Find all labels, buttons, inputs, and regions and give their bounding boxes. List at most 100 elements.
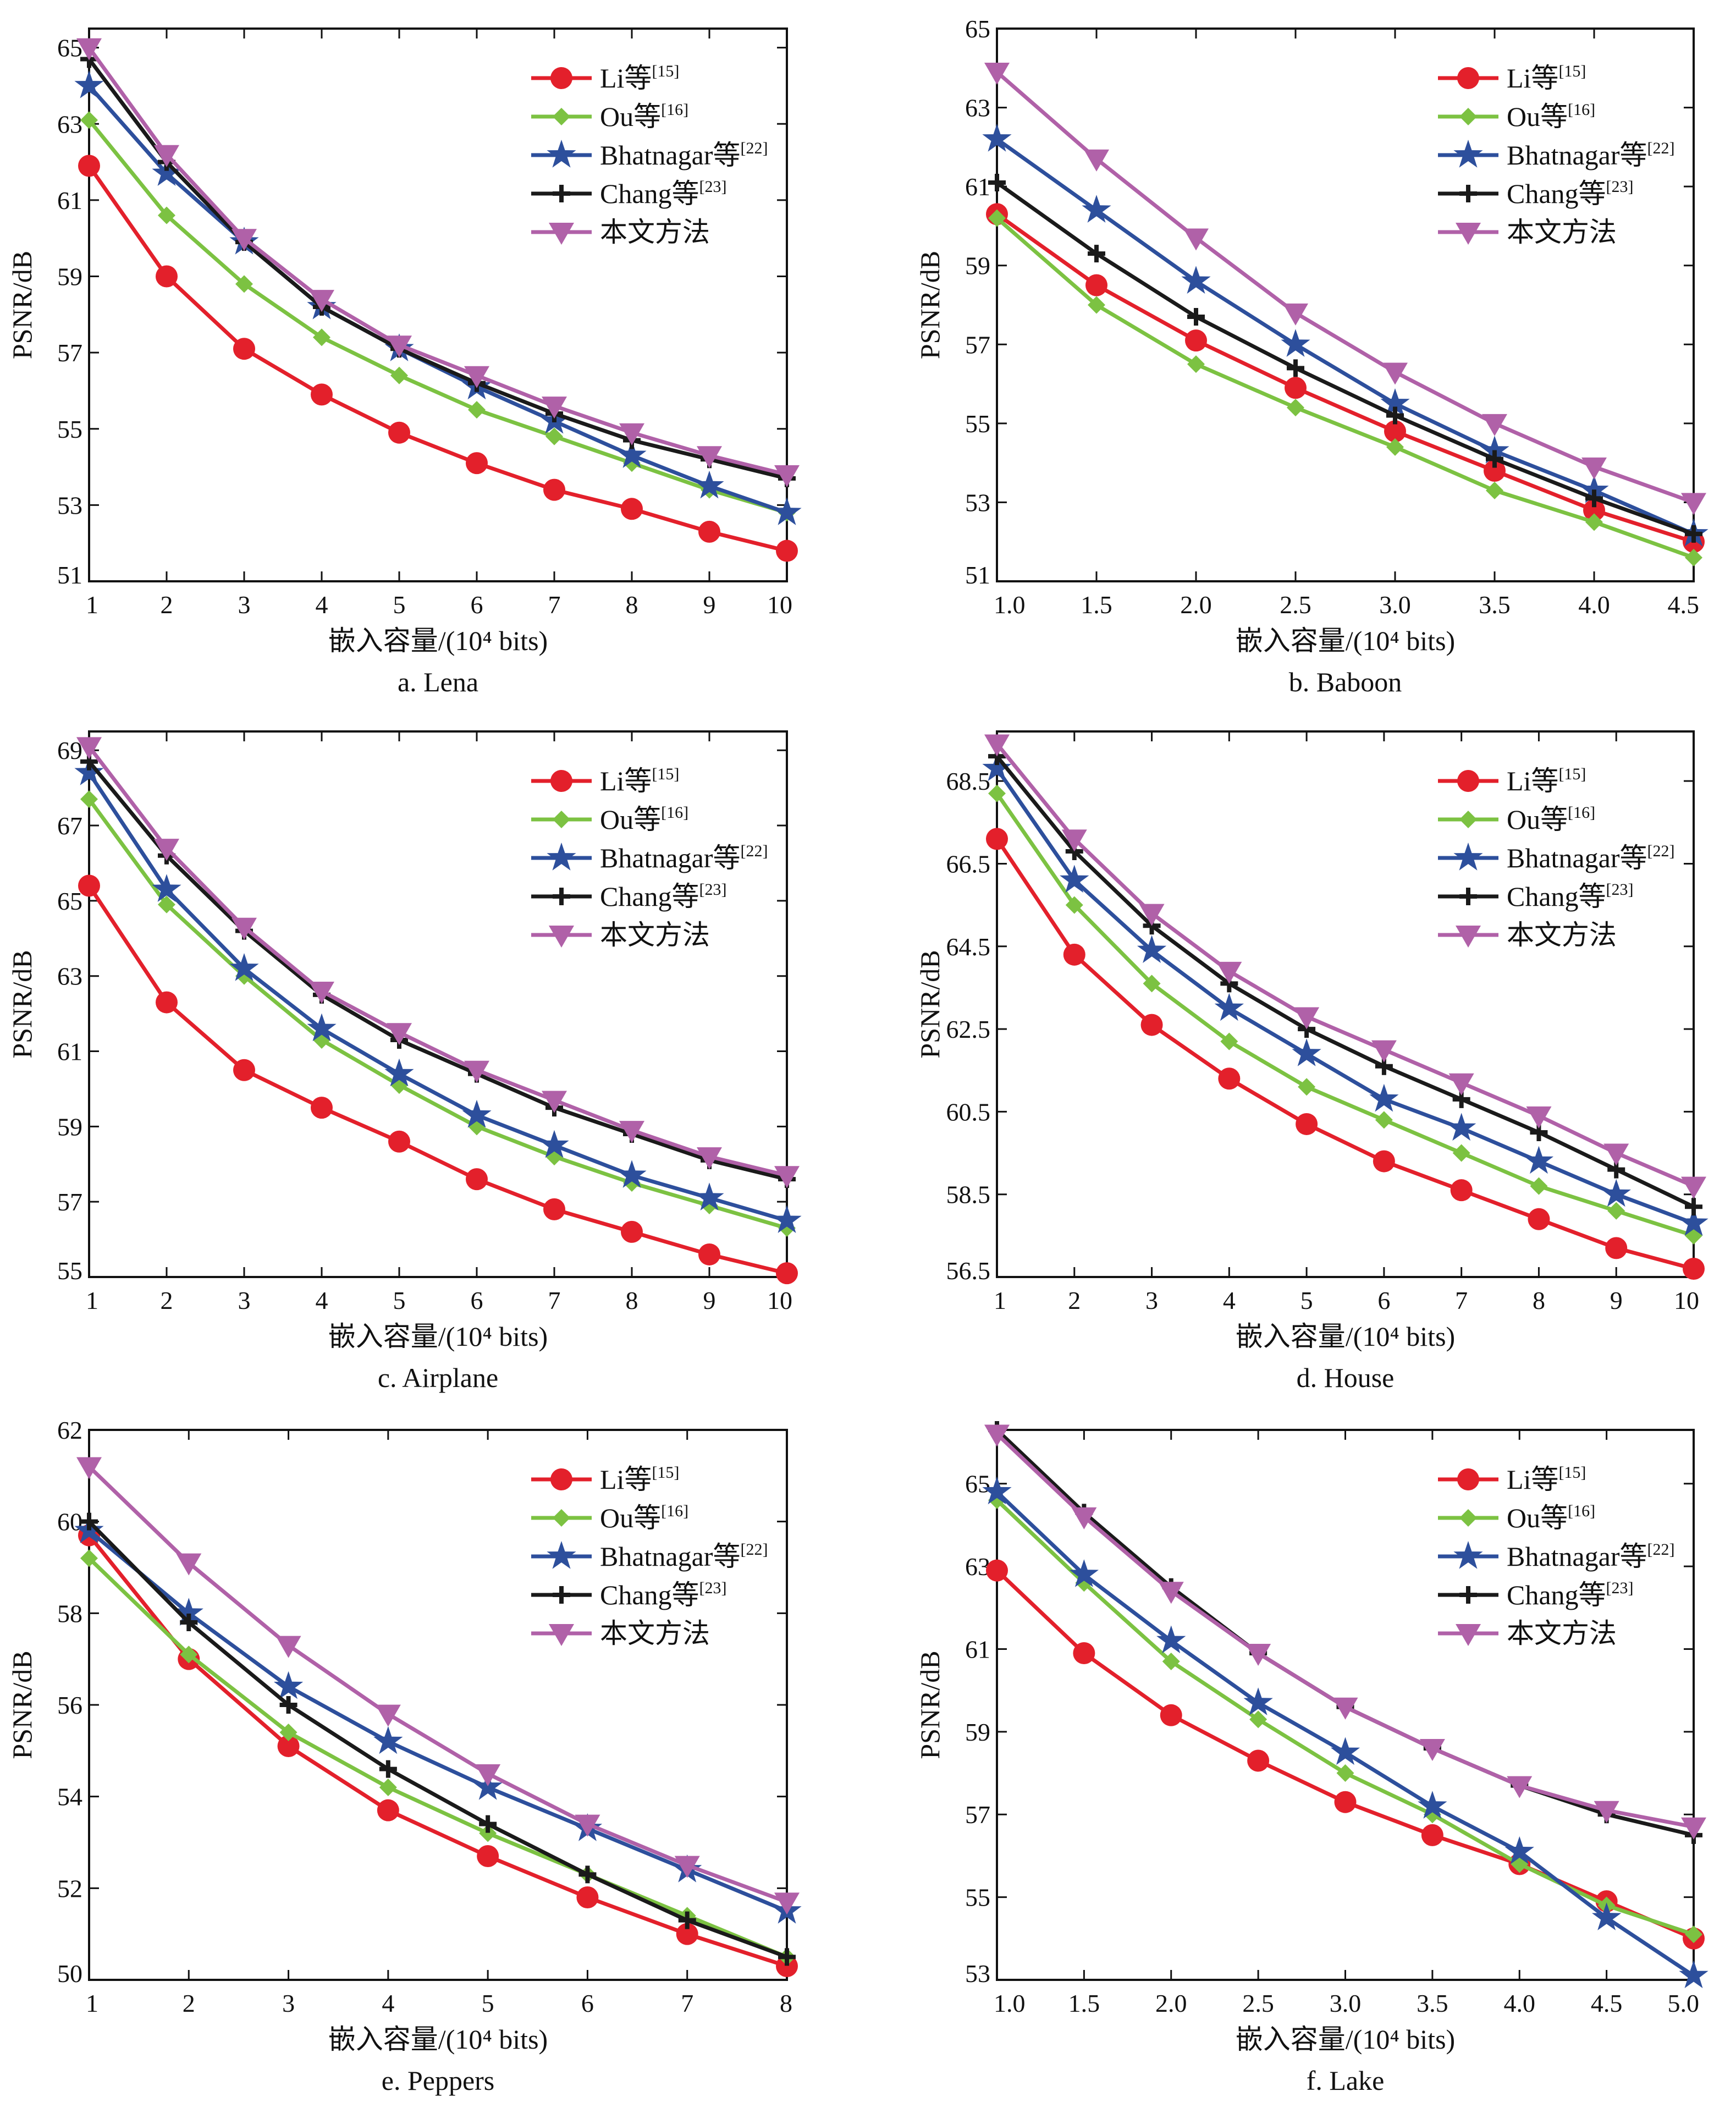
data-point (1283, 303, 1308, 326)
y-tick-label: 56 (57, 1691, 82, 1719)
data-point (279, 1724, 297, 1741)
data-point (1594, 1801, 1619, 1823)
legend-label: Li等[15] (1507, 62, 1586, 93)
data-point (1585, 513, 1603, 531)
data-point (384, 1058, 414, 1087)
y-tick-label: 68.5 (946, 767, 991, 795)
x-tick-label: 1.0 (994, 1989, 1026, 2017)
data-point (273, 1671, 304, 1699)
legend-marker (1453, 843, 1483, 871)
legend-marker (550, 770, 572, 792)
legend-label: Bhatnagar等[22] (1507, 139, 1674, 170)
legend-marker (1457, 67, 1479, 89)
x-tick-label: 6 (1377, 1286, 1390, 1314)
series-bhatnagar (982, 1476, 1709, 1989)
data-point (1185, 329, 1207, 352)
legend-label: Ou等[16] (1507, 1502, 1595, 1533)
y-tick-label: 58 (57, 1599, 82, 1627)
legend: Li等[15] Ou等[16] Bhatnagar等[22] Chang等[23] 本文… (1438, 765, 1674, 950)
data-point (1679, 1208, 1709, 1236)
data-point (1683, 1257, 1705, 1280)
data-point (176, 1553, 202, 1576)
data-point (377, 1799, 399, 1821)
data-point (697, 446, 722, 469)
series-ou (988, 784, 1702, 1245)
legend-marker (553, 108, 570, 125)
data-point (388, 421, 410, 444)
series-line (87, 745, 787, 1177)
legend-item: Li等[15] (1438, 1463, 1586, 1495)
data-point (617, 440, 647, 468)
legend-item: 本文方法 (1438, 920, 1617, 950)
y-tick-label: 63 (57, 110, 82, 138)
legend-item: Ou等[16] (531, 1502, 688, 1533)
data-point (1375, 1111, 1393, 1129)
x-tick-label: 2.0 (1180, 591, 1212, 619)
y-tick-label: 55 (965, 410, 990, 438)
series-ours (984, 62, 1706, 515)
y-tick-label: 66.5 (946, 850, 991, 878)
series-line (87, 1529, 788, 1913)
y-axis-label: PSNR/dB (914, 251, 945, 359)
chart-panel-3: 1 2 3 4 5 6 7 8 9 10 56.5 58.5 60.5 62.5 64.5 66.5 68.5 嵌… (914, 730, 1709, 1393)
legend-marker (1456, 223, 1481, 245)
data-point (1526, 1106, 1552, 1129)
legend-marker (549, 1624, 574, 1646)
legend-label: 本文方法 (1507, 920, 1617, 950)
legend: Li等[15] Ou等[16] Bhatnagar等[22] Chang等[23] 本文… (531, 62, 768, 247)
data-point (468, 401, 486, 419)
data-point (695, 470, 724, 499)
data-point (1450, 1179, 1473, 1202)
data-point (988, 209, 1006, 227)
data-point (1482, 414, 1507, 436)
data-point (576, 1886, 599, 1908)
y-tick-label: 53 (965, 1960, 990, 1988)
legend-item: Li等[15] (1438, 62, 1586, 93)
x-tick-label: 2 (161, 1286, 173, 1314)
legend-label: Ou等[16] (600, 1502, 688, 1533)
data-point (617, 1160, 647, 1188)
data-point (74, 757, 104, 785)
data-point (1336, 1764, 1354, 1782)
legend-label: 本文方法 (600, 920, 710, 950)
legend-item: Li等[15] (531, 62, 679, 93)
series-line (87, 798, 787, 1230)
data-point (174, 1598, 203, 1626)
series-ours (76, 737, 800, 1188)
legend-marker (1459, 185, 1477, 202)
legend-marker (1456, 926, 1481, 948)
panel-caption: b. Baboon (1289, 667, 1402, 697)
legend-label: Chang等[23] (600, 880, 727, 912)
series-line (87, 1520, 788, 1959)
legend-label: Chang等[23] (600, 1579, 727, 1610)
legend-ref: [15] (1558, 62, 1586, 80)
data-point (388, 1130, 410, 1153)
y-axis-label: PSNR/dB (914, 950, 945, 1058)
data-point (542, 397, 567, 419)
data-point (545, 427, 563, 445)
data-point (1247, 1749, 1270, 1772)
y-tick-label: 59 (965, 1718, 990, 1746)
legend-ref: [16] (661, 1502, 688, 1520)
x-tick-label: 5 (393, 591, 406, 619)
data-point (80, 1512, 98, 1531)
data-point (1156, 1625, 1186, 1654)
data-point (1386, 438, 1404, 456)
series-line (995, 181, 1695, 536)
legend-label: Li等[15] (600, 62, 679, 93)
data-point (774, 1892, 800, 1915)
data-point (466, 452, 488, 475)
data-point (1065, 896, 1083, 914)
data-point (982, 1476, 1012, 1505)
data-point (778, 1948, 796, 1966)
legend-item: Chang等[23] (1438, 880, 1634, 912)
data-point (180, 1645, 198, 1664)
x-tick-label: 3.5 (1479, 591, 1511, 619)
data-point (1507, 1776, 1533, 1798)
data-point (542, 1091, 567, 1113)
data-point (158, 206, 175, 224)
legend-item: Bhatnagar等[22] (1438, 1540, 1674, 1572)
data-point (1486, 481, 1503, 499)
data-point (233, 1059, 255, 1081)
